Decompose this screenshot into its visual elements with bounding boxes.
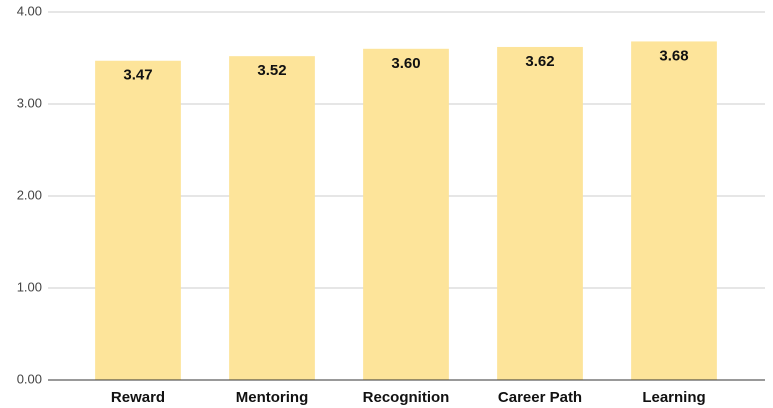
value-label: 3.60 bbox=[391, 55, 420, 72]
x-tick-label: Recognition bbox=[363, 389, 450, 406]
x-tick-label: Reward bbox=[111, 389, 165, 406]
value-label: 3.62 bbox=[525, 53, 554, 70]
y-tick-label: 3.00 bbox=[17, 95, 42, 110]
value-label: 3.52 bbox=[257, 62, 286, 79]
bar bbox=[497, 46, 583, 381]
x-tick-label: Career Path bbox=[498, 389, 582, 406]
y-tick-label: 0.00 bbox=[17, 371, 42, 386]
bar bbox=[363, 48, 449, 381]
value-label: 3.47 bbox=[123, 67, 152, 84]
x-tick-label: Mentoring bbox=[236, 389, 309, 406]
bar bbox=[229, 56, 315, 380]
y-tick-label: 2.00 bbox=[17, 187, 42, 202]
value-label: 3.68 bbox=[659, 47, 688, 64]
bar bbox=[631, 41, 717, 380]
y-tick-label: 4.00 bbox=[17, 3, 42, 18]
y-tick-label: 1.00 bbox=[17, 279, 42, 294]
bar bbox=[95, 60, 181, 380]
x-tick-label: Learning bbox=[642, 389, 705, 406]
